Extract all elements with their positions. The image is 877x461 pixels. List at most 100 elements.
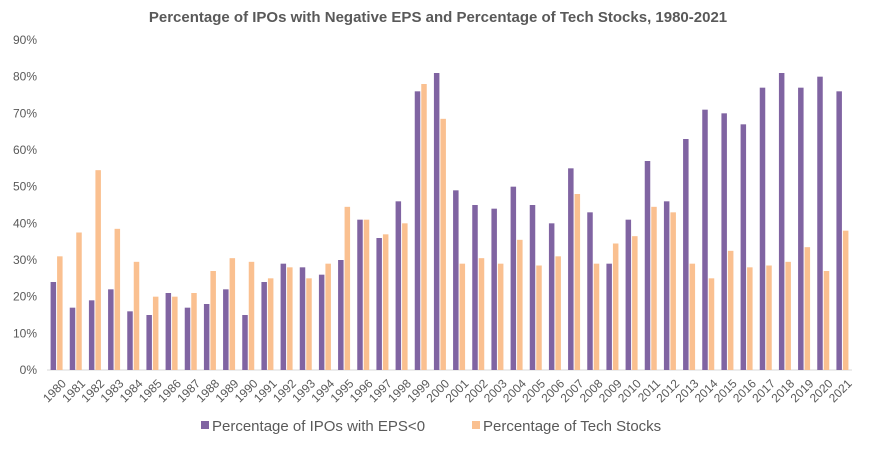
bar-eps-2005 (529, 205, 536, 370)
bar-eps-2019 (798, 87, 804, 371)
bar-tech-2009 (612, 243, 619, 370)
bar-eps-2010 (625, 219, 632, 370)
bar-eps-2008 (587, 212, 593, 370)
bar-eps-2009 (606, 263, 612, 370)
bar-eps-2012 (663, 201, 670, 370)
x-axis: 1980198119821983198419851986198719881989… (40, 376, 855, 405)
bar-eps-1980 (50, 282, 57, 370)
bar-tech-1984 (133, 261, 140, 370)
bar-tech-1985 (152, 296, 159, 370)
bar-tech-1980 (57, 256, 63, 370)
bar-eps-1999 (414, 91, 421, 370)
bar-eps-2003 (491, 208, 497, 370)
bar-eps-1988 (203, 304, 210, 370)
legend: Percentage of IPOs with EPS<0 Percentage… (201, 418, 661, 435)
bar-tech-1988 (210, 271, 216, 370)
bar-tech-2011 (651, 206, 657, 370)
bar-tech-2008 (593, 263, 600, 370)
legend-swatch-eps (201, 421, 209, 429)
bar-eps-1989 (223, 289, 229, 370)
bar-eps-1993 (299, 267, 306, 370)
bar-tech-2006 (555, 256, 561, 370)
bar-tech-2015 (727, 250, 734, 370)
bar-eps-2014 (702, 109, 708, 371)
bar-tech-2019 (804, 247, 811, 370)
bar-eps-2000 (433, 73, 440, 370)
bar-eps-1984 (127, 311, 133, 370)
bar-tech-1981 (76, 232, 82, 370)
bar-tech-2003 (497, 263, 504, 370)
bar-eps-2021 (836, 91, 842, 370)
bar-eps-1986 (165, 293, 172, 370)
bar-tech-1990 (248, 261, 255, 370)
bar-tech-1992 (287, 267, 293, 370)
y-tick-label: 70% (13, 106, 37, 120)
bar-tech-1995 (344, 206, 351, 370)
bar-tech-2000 (440, 118, 446, 370)
bar-tech-2005 (536, 265, 542, 370)
bar-tech-1994 (325, 263, 331, 370)
bar-eps-2007 (568, 168, 574, 370)
bar-eps-2002 (472, 205, 478, 370)
bar-tech-1991 (267, 278, 274, 370)
bar-eps-2016 (740, 124, 747, 370)
bar-tech-1989 (229, 258, 236, 370)
bar-tech-1993 (306, 278, 312, 370)
y-tick-label: 40% (13, 216, 37, 230)
y-axis: 0% 10% 20% 30% 40% 50% 60% 70% 80% 90% (13, 33, 37, 377)
y-tick-label: 90% (13, 33, 37, 47)
bar-tech-2002 (478, 258, 485, 370)
y-tick-label: 80% (13, 70, 37, 84)
bar-tech-1997 (382, 234, 389, 370)
bar-tech-1982 (95, 170, 101, 370)
plot-area (50, 73, 849, 371)
bar-tech-2017 (766, 265, 772, 370)
bar-tech-1996 (363, 219, 370, 370)
bar-eps-1990 (242, 315, 248, 370)
bar-eps-1987 (184, 307, 191, 370)
bar-tech-1987 (191, 293, 197, 370)
bar-eps-1992 (280, 263, 287, 370)
bar-eps-1983 (108, 289, 114, 370)
bar-tech-2004 (517, 239, 523, 370)
bar-eps-1997 (376, 238, 382, 370)
bar-tech-2014 (708, 278, 715, 370)
bar-tech-1998 (402, 223, 408, 370)
bar-eps-2013 (683, 139, 689, 370)
bar-eps-1996 (357, 219, 363, 370)
bar-tech-2018 (785, 261, 791, 370)
legend-swatch-tech (472, 421, 480, 429)
bar-eps-1995 (338, 260, 344, 370)
bar-eps-1998 (395, 201, 402, 370)
bar-tech-2012 (670, 212, 676, 370)
bar-eps-2015 (721, 113, 727, 370)
bar-tech-2020 (823, 271, 830, 370)
bar-eps-2001 (453, 190, 459, 370)
y-tick-label: 20% (13, 290, 37, 304)
bar-tech-1986 (172, 296, 178, 370)
y-tick-label: 50% (13, 180, 37, 194)
bar-tech-2010 (632, 236, 638, 370)
bar-eps-1994 (318, 274, 325, 370)
bar-eps-1991 (261, 282, 267, 370)
bar-eps-1985 (146, 315, 152, 370)
bar-tech-2007 (574, 194, 581, 370)
bar-tech-2016 (747, 267, 753, 370)
bar-eps-2017 (759, 87, 766, 371)
bar-tech-2001 (459, 263, 466, 370)
bar-eps-1981 (69, 307, 76, 370)
bar-eps-1982 (88, 300, 95, 370)
bar-tech-2021 (842, 230, 849, 370)
bar-tech-1983 (114, 228, 121, 370)
legend-label-eps: Percentage of IPOs with EPS<0 (212, 418, 425, 435)
bar-eps-2020 (817, 76, 823, 371)
bar-tech-2013 (689, 263, 696, 370)
bar-eps-2004 (510, 186, 517, 370)
chart-title: Percentage of IPOs with Negative EPS and… (149, 9, 727, 26)
bar-tech-1999 (421, 84, 427, 370)
bar-eps-2018 (778, 73, 785, 370)
y-tick-label: 30% (13, 253, 37, 267)
y-tick-label: 0% (20, 363, 38, 377)
y-tick-label: 10% (13, 326, 37, 340)
